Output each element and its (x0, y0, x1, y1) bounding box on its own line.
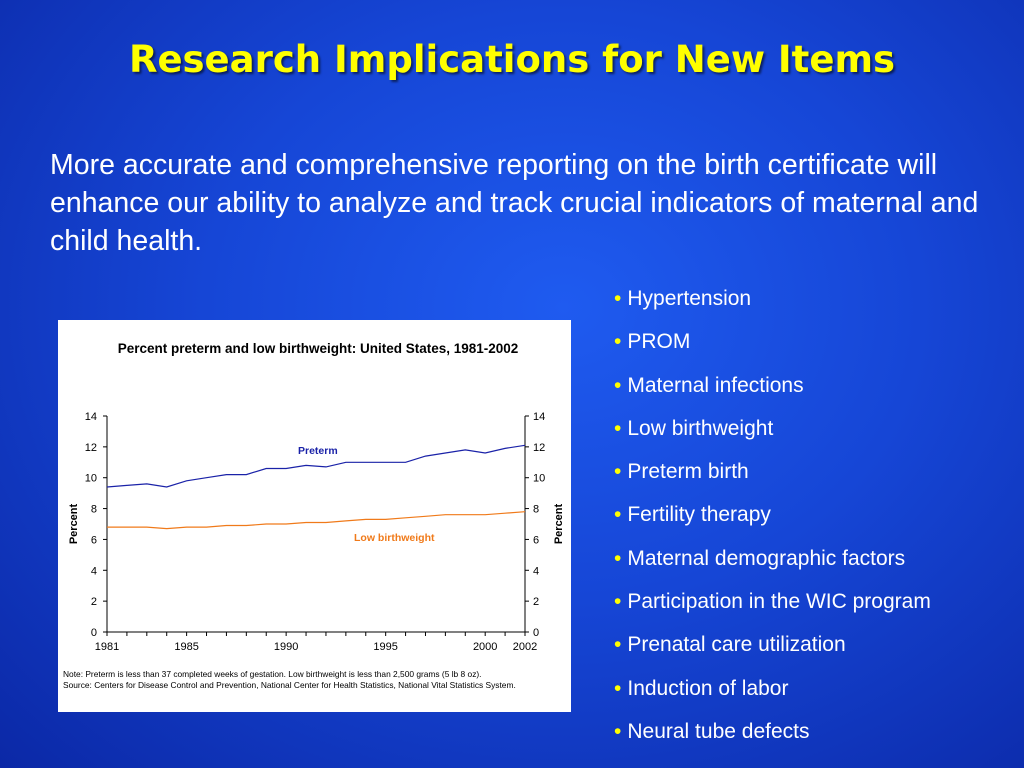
y-tick-label-right: 6 (533, 534, 539, 546)
chart-title: Percent preterm and low birthweight: Uni… (117, 341, 519, 356)
bullet-item: • Induction of labor (614, 672, 931, 715)
y-tick-label-right: 12 (533, 442, 545, 454)
bullet-text: Preterm birth (627, 460, 749, 484)
series-line (106, 444, 526, 488)
x-tick-label: 2002 (513, 641, 537, 653)
bullet-marker: • (614, 503, 622, 527)
bullet-marker: • (614, 676, 622, 700)
x-tick-label: 1985 (174, 641, 198, 653)
y-tick-label-left: 0 (91, 627, 97, 639)
bullet-text: Hypertension (627, 287, 752, 310)
bullet-item: • Preterm birth (614, 455, 931, 498)
bullet-text: Prenatal care utilization (627, 633, 846, 657)
y-tick-label-left: 2 (91, 596, 97, 608)
y-tick-label-right: 0 (533, 627, 539, 639)
x-tick-label: 1990 (274, 641, 298, 653)
bullet-item: • Hypertension (614, 282, 931, 325)
bullet-item: • PROM (614, 325, 931, 368)
bullet-text: Fertility therapy (627, 503, 771, 527)
bullet-item: • Fertility therapy (614, 498, 931, 541)
y-tick-label-right: 14 (533, 411, 545, 423)
series-label: Preterm (298, 445, 338, 457)
y-tick-label-right: 2 (533, 596, 539, 608)
y-axis-title-left: Percent (68, 503, 80, 544)
bullet-item: • Neural tube defects (614, 715, 931, 758)
bullet-text: Participation in the WIC program (627, 590, 931, 614)
bullet-marker: • (614, 416, 622, 440)
y-tick-label-left: 4 (91, 565, 97, 577)
bullet-marker: • (614, 373, 622, 397)
chart-notes: Note: Preterm is less than 37 completed … (63, 669, 568, 691)
bullet-marker: • (614, 633, 622, 657)
bullet-marker: • (614, 546, 622, 570)
bullet-text: Neural tube defects (627, 719, 810, 743)
bullet-text: PROM (627, 330, 691, 354)
chart-note: Note: Preterm is less than 37 completed … (63, 669, 482, 679)
y-tick-label-left: 12 (85, 442, 97, 454)
bullet-item: • Maternal infections (614, 369, 931, 412)
slide-title: Research Implications for New Items (128, 38, 896, 81)
bullet-text: Maternal demographic factors (627, 546, 906, 570)
y-tick-label-right: 8 (533, 504, 539, 516)
y-tick-label-right: 10 (533, 473, 545, 485)
x-tick-label: 1995 (373, 641, 397, 653)
intro-paragraph: More accurate and comprehensive reportin… (50, 149, 979, 257)
y-tick-label-left: 10 (85, 473, 97, 485)
bullet-text: Maternal infections (627, 373, 804, 397)
line-chart: 0 0 2 2 4 4 6 6 8 8 10 10 12 12 14 14 1981 1985 1990 1995 20… (68, 411, 565, 653)
chart-panel: 0 0 2 2 4 4 6 6 8 8 10 10 12 12 14 14 1981 1985 1990 1995 20… (58, 320, 571, 712)
bullet-marker: • (614, 590, 622, 614)
bullet-item: • Maternal demographic factors (614, 542, 931, 585)
bullet-marker: • (614, 460, 622, 484)
y-tick-label-left: 14 (85, 411, 97, 423)
y-tick-label-left: 6 (91, 534, 97, 546)
bullet-list: • Hypertension • PROM • Maternal infections • L… (614, 282, 931, 758)
bullet-item: • Prenatal care utilization (614, 628, 931, 671)
x-tick-label: 2000 (473, 641, 497, 653)
bullet-text: Low birthweight (627, 416, 774, 440)
chart-source: Source: Centers for Disease Control and … (63, 680, 516, 690)
y-tick-label-right: 4 (533, 565, 539, 577)
x-tick-label: 1981 (95, 641, 119, 653)
bullet-marker: • (614, 287, 622, 310)
series-label: Low birthweight (354, 532, 435, 544)
bullet-item: • Participation in the WIC program (614, 585, 931, 628)
bullet-item: • Low birthweight (614, 412, 931, 455)
y-axis-title-right: Percent (553, 503, 565, 544)
bullet-marker: • (614, 719, 622, 743)
y-tick-label-left: 8 (91, 504, 97, 516)
series-line (107, 511, 526, 530)
bullet-text: Induction of labor (627, 676, 789, 700)
bullet-marker: • (614, 330, 622, 354)
